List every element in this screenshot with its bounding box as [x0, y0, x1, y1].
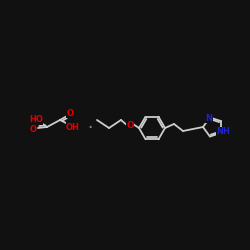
Text: N: N [206, 114, 212, 123]
Text: O: O [30, 126, 36, 134]
Text: NH: NH [216, 128, 230, 136]
Text: HO: HO [29, 116, 43, 124]
Text: ·: · [88, 119, 92, 137]
Text: O: O [126, 120, 134, 130]
Text: O: O [66, 108, 73, 118]
Text: OH: OH [66, 122, 80, 132]
